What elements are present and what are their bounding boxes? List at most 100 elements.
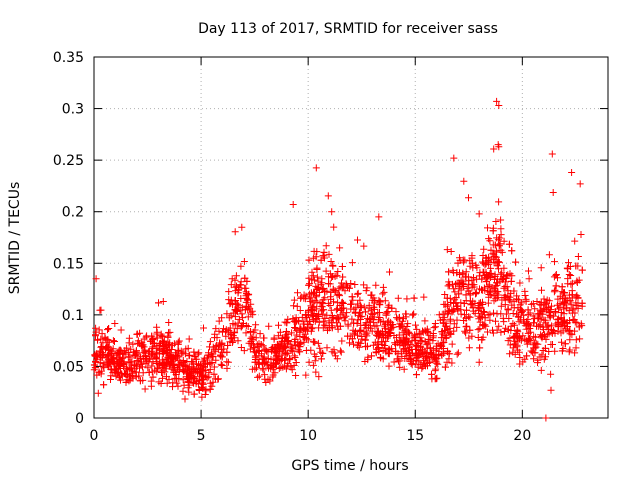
data-point xyxy=(296,325,304,333)
data-point xyxy=(116,346,124,354)
data-point xyxy=(246,345,254,353)
data-point xyxy=(247,309,255,317)
data-point xyxy=(362,330,370,338)
data-point xyxy=(163,379,171,387)
data-point xyxy=(310,303,318,311)
data-point xyxy=(264,375,272,383)
data-point xyxy=(179,376,187,384)
data-point xyxy=(103,351,111,359)
data-point xyxy=(354,236,361,244)
data-point xyxy=(349,326,357,334)
data-point xyxy=(495,265,502,273)
data-point xyxy=(472,289,480,297)
data-point xyxy=(251,358,259,366)
data-point xyxy=(409,311,417,319)
data-point xyxy=(162,342,170,350)
data-point xyxy=(290,296,298,304)
data-point xyxy=(547,386,555,394)
data-point xyxy=(526,325,534,332)
x-tick-label: 0 xyxy=(90,428,99,444)
data-point xyxy=(111,320,119,327)
data-point xyxy=(566,336,574,344)
y-tick-label: 0.2 xyxy=(62,205,84,221)
data-point xyxy=(163,359,171,366)
data-point xyxy=(367,306,375,314)
data-point xyxy=(342,312,350,320)
data-point xyxy=(421,317,429,325)
data-point xyxy=(309,361,317,369)
data-point xyxy=(505,240,513,248)
data-point xyxy=(293,331,301,339)
data-point xyxy=(299,333,307,341)
data-point xyxy=(396,341,404,349)
data-point xyxy=(420,360,428,368)
data-point xyxy=(479,258,487,266)
data-point xyxy=(456,280,464,288)
data-point xyxy=(512,258,520,266)
data-point xyxy=(394,294,402,302)
data-point xyxy=(107,366,115,374)
data-point xyxy=(99,339,107,347)
data-point xyxy=(321,314,329,322)
data-point xyxy=(288,329,296,337)
data-point xyxy=(372,281,380,289)
data-point xyxy=(313,248,321,256)
data-point xyxy=(558,347,566,355)
data-point xyxy=(465,287,473,295)
data-point xyxy=(192,355,200,363)
data-point xyxy=(538,332,546,340)
data-point xyxy=(124,371,131,379)
data-point xyxy=(466,326,474,334)
data-point xyxy=(151,352,159,360)
data-point xyxy=(238,322,246,330)
data-point xyxy=(400,365,408,373)
data-point xyxy=(453,302,461,310)
data-point xyxy=(460,177,468,185)
data-point xyxy=(328,208,336,216)
data-point xyxy=(262,346,270,354)
data-point xyxy=(222,326,230,334)
data-point xyxy=(96,306,104,314)
data-point xyxy=(482,254,490,262)
data-point xyxy=(378,338,386,346)
data-point xyxy=(109,337,117,345)
data-point xyxy=(447,299,455,306)
data-point xyxy=(235,315,243,323)
data-point xyxy=(335,315,343,323)
data-point xyxy=(319,324,327,332)
data-point xyxy=(572,293,580,301)
data-point xyxy=(357,339,365,347)
data-point xyxy=(538,286,545,294)
data-point xyxy=(290,302,298,310)
data-point xyxy=(355,343,363,351)
data-point xyxy=(153,334,161,342)
data-point xyxy=(252,321,260,329)
data-point xyxy=(537,298,545,306)
data-point xyxy=(291,335,299,343)
data-point xyxy=(170,361,178,369)
data-point xyxy=(441,363,449,371)
data-point xyxy=(475,358,483,366)
data-point xyxy=(236,281,244,289)
data-point xyxy=(542,299,550,307)
data-point xyxy=(205,351,212,359)
data-point xyxy=(530,319,537,327)
data-point xyxy=(199,364,207,372)
data-point xyxy=(191,375,199,383)
data-point xyxy=(465,194,472,202)
data-point xyxy=(265,322,273,330)
data-point xyxy=(140,335,148,343)
data-point xyxy=(558,338,565,346)
data-point xyxy=(265,364,272,372)
data-point xyxy=(327,293,334,301)
data-point xyxy=(544,321,552,329)
data-point xyxy=(261,371,269,379)
data-point xyxy=(312,291,320,299)
data-point xyxy=(174,340,182,348)
data-point xyxy=(180,368,188,376)
data-point xyxy=(222,332,230,340)
data-point xyxy=(231,283,239,291)
data-point xyxy=(267,355,275,363)
data-point xyxy=(487,246,495,254)
data-point xyxy=(212,325,220,333)
